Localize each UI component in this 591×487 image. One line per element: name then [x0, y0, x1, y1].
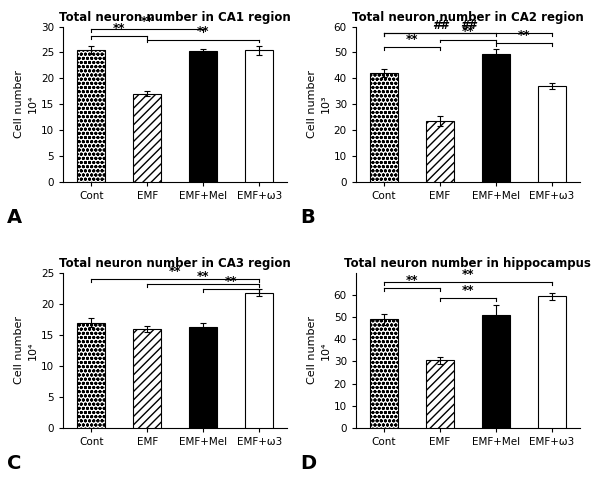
Bar [482, 54, 510, 182]
Bar [370, 319, 398, 428]
Bar [370, 73, 398, 182]
Y-axis label: Cell number
10⁴: Cell number 10⁴ [307, 317, 331, 384]
Text: **: ** [462, 284, 474, 297]
Text: **: ** [405, 274, 418, 287]
Text: D: D [300, 454, 316, 473]
Text: **: ** [225, 275, 238, 288]
Bar [538, 86, 566, 182]
Bar [426, 121, 454, 182]
Text: B: B [300, 208, 314, 227]
Bar [482, 315, 510, 428]
Title: Total neuron number in CA3 region: Total neuron number in CA3 region [59, 258, 291, 270]
Bar [133, 329, 161, 428]
Text: ##: ## [460, 19, 476, 32]
Text: **: ** [169, 265, 181, 278]
Bar [77, 50, 105, 182]
Bar [133, 94, 161, 182]
Text: **: ** [462, 267, 474, 281]
Text: **: ** [518, 29, 530, 42]
Title: Total neuron number in CA1 region: Total neuron number in CA1 region [59, 11, 291, 24]
Text: A: A [7, 208, 22, 227]
Bar [538, 296, 566, 428]
Text: ##: ## [432, 19, 448, 32]
Y-axis label: Cell number
10⁴: Cell number 10⁴ [14, 317, 38, 384]
Text: C: C [7, 454, 21, 473]
Text: **: ** [197, 25, 209, 38]
Title: Total neuron number in CA2 region: Total neuron number in CA2 region [352, 11, 584, 24]
Bar [245, 51, 273, 182]
Bar [189, 52, 217, 182]
Text: **: ** [197, 270, 209, 283]
Text: **: ** [462, 25, 474, 38]
Y-axis label: Cell number
10³: Cell number 10³ [307, 70, 331, 138]
Text: **: ** [141, 15, 154, 28]
Bar [426, 360, 454, 428]
Text: **: ** [405, 33, 418, 46]
Y-axis label: Cell number
10⁴: Cell number 10⁴ [14, 70, 38, 138]
Bar [77, 322, 105, 428]
Title: Total neuron number in hippocampus: Total neuron number in hippocampus [345, 258, 591, 270]
Bar [189, 327, 217, 428]
Bar [245, 293, 273, 428]
Text: **: ** [113, 22, 125, 35]
